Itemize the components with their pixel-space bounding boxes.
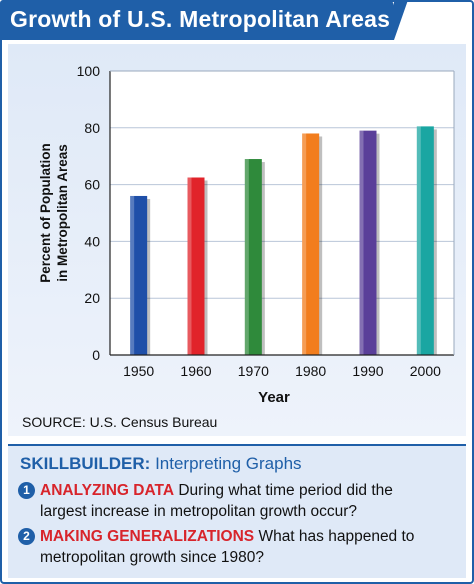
bars bbox=[130, 126, 437, 355]
question-1: 1 ANALYZING DATA During what time period … bbox=[18, 480, 458, 522]
bar-chart: 0 20 40 60 80 100 1950 1960 1970 1980 1990 2000 Year… bbox=[38, 63, 455, 406]
skillbuilder-subtitle: Interpreting Graphs bbox=[155, 454, 302, 473]
skillbuilder-title: SKILLBUILDER: Interpreting Graphs bbox=[20, 454, 302, 474]
question-number-1: 1 bbox=[18, 482, 35, 499]
axis-labels: 0 20 40 60 80 100 1950 1960 1970 1980 1990 2000 Year… bbox=[38, 63, 441, 406]
bar-highlight bbox=[302, 133, 307, 355]
gridlines bbox=[110, 70, 454, 355]
bar bbox=[302, 133, 320, 355]
x-axis-label: Year bbox=[258, 389, 290, 406]
y-tick-label: 100 bbox=[77, 63, 101, 79]
skillbuilder-box: SKILLBUILDER: Interpreting Graphs 1 ANALY… bbox=[8, 444, 466, 578]
x-tick-label: 1980 bbox=[295, 363, 326, 379]
y-axis-label: in Metropolitan Areas bbox=[55, 144, 70, 282]
source-note: SOURCE: U.S. Census Bureau bbox=[22, 414, 218, 430]
question-text-1b: largest increase in metropolitan growth … bbox=[40, 503, 358, 520]
bar bbox=[359, 130, 377, 355]
y-tick-label: 0 bbox=[92, 347, 100, 363]
y-tick-label: 60 bbox=[84, 177, 100, 193]
bar-highlight bbox=[130, 195, 135, 355]
question-text-2b: metropolitan growth since 1980? bbox=[40, 549, 265, 566]
bar bbox=[244, 159, 262, 355]
question-2: 2 MAKING GENERALIZATIONS What has happene… bbox=[18, 526, 458, 568]
x-tick-label: 2000 bbox=[410, 363, 441, 379]
bar-highlight bbox=[244, 159, 249, 355]
skillbuilder-label: SKILLBUILDER: bbox=[20, 454, 151, 473]
chart-title: Growth of U.S. Metropolitan Areas bbox=[10, 6, 391, 32]
question-number-2: 2 bbox=[18, 528, 35, 545]
y-tick-label: 80 bbox=[84, 120, 100, 136]
y-tick-label: 40 bbox=[84, 233, 100, 249]
x-tick-label: 1960 bbox=[180, 363, 211, 379]
question-heading-2: MAKING GENERALIZATIONS bbox=[40, 528, 255, 545]
question-heading-1: ANALYZING DATA bbox=[40, 482, 175, 499]
y-axis-label: Percent of Population bbox=[38, 143, 53, 283]
bar bbox=[187, 177, 205, 355]
bar-highlight bbox=[416, 126, 421, 355]
bar-highlight bbox=[359, 130, 364, 355]
bar bbox=[416, 126, 434, 355]
x-tick-label: 1950 bbox=[123, 363, 154, 379]
chart-panel: 0 20 40 60 80 100 1950 1960 1970 1980 1990 2000 Year… bbox=[8, 44, 466, 436]
x-tick-label: 1990 bbox=[352, 363, 383, 379]
bar-highlight bbox=[187, 177, 192, 355]
question-text-2a: What has happened to bbox=[258, 528, 415, 545]
y-tick-label: 20 bbox=[84, 290, 100, 306]
axes bbox=[109, 70, 455, 356]
bar bbox=[130, 195, 148, 355]
question-text-1a: During what time period did the bbox=[178, 482, 393, 499]
plot-area bbox=[110, 71, 454, 355]
x-tick-label: 1970 bbox=[238, 363, 269, 379]
title-tab: Growth of U.S. Metropolitan Areas bbox=[0, 0, 408, 40]
